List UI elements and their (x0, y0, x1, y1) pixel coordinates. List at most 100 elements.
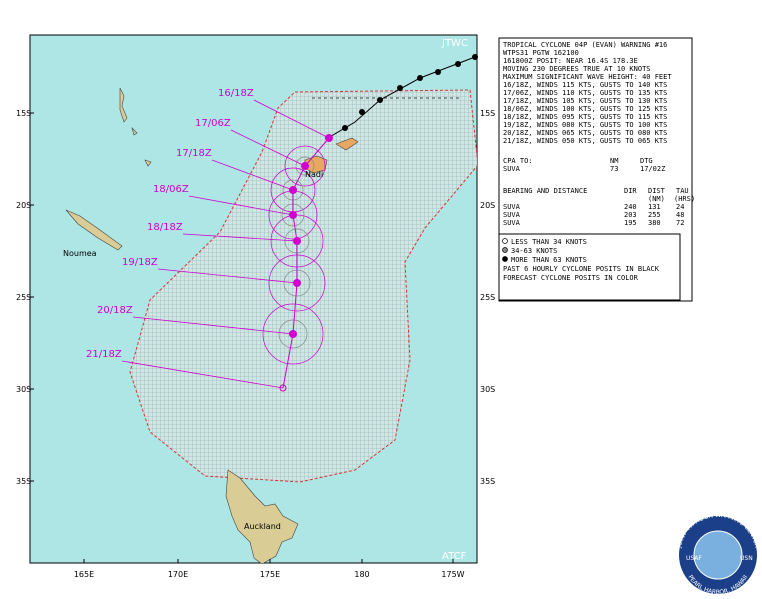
bearing-cell: 48 (676, 211, 684, 219)
bearing-cell: SUVA (503, 219, 521, 227)
bearing-cell: 255 (648, 211, 661, 219)
legend-symbol (502, 247, 508, 253)
bearing-subheader: (HRS) (674, 195, 695, 203)
danger-area (129, 89, 477, 483)
intensity-line: 17/18Z, WINDS 105 KTS, GUSTS TO 130 KTS (503, 97, 667, 105)
bearing-cell: 195 (624, 219, 637, 227)
latitude-label: 15S (480, 109, 495, 118)
latitude-label: 25S (480, 293, 495, 302)
past-posit (377, 97, 383, 103)
land (119, 87, 152, 167)
forecast-time-label: 20/18Z (97, 305, 133, 316)
forecast-time-label: 18/06Z (153, 184, 189, 195)
leader-line (132, 316, 294, 335)
bearing-cell: 240 (624, 203, 637, 211)
forecast-time-label: 17/06Z (195, 118, 231, 129)
wind-radius (284, 145, 326, 187)
legend-symbol (502, 256, 508, 262)
bearing-cell: 203 (624, 211, 637, 219)
cpa-cell: SUVA (503, 165, 521, 173)
cpa-cell: 73 (610, 165, 618, 173)
latitude-label: 30S (480, 385, 495, 394)
longitude-label: 175E (260, 570, 280, 579)
bearing-cell: 72 (676, 219, 684, 227)
forecast-time-label: 18/18Z (147, 222, 183, 233)
leader-line (182, 233, 298, 242)
cpa-header: CPA TO: (503, 157, 533, 165)
latitude-label: 20S (480, 201, 495, 210)
leader-line (157, 268, 298, 284)
place-label: Nadi (305, 170, 323, 179)
bearing-cell: SUVA (503, 203, 521, 211)
latitude-label: 35S (480, 477, 495, 486)
intensity-line: 19/18Z, WINDS 080 KTS, GUSTS TO 100 KTS (503, 121, 667, 129)
past-posit (342, 125, 348, 131)
place-label: Noumea (63, 249, 97, 258)
legend-note: PAST 6 HOURLY CYCLONE POSITS IN BLACK (503, 265, 660, 273)
warning-line: MAXIMUM SIGNIFICANT WAVE HEIGHT: 40 FEET (503, 73, 672, 81)
latitude-label: 35S (16, 477, 31, 486)
warning-line: MOVING 230 DEGREES TRUE AT 10 KNOTS (503, 65, 651, 73)
longitude-label: 165E (74, 570, 94, 579)
leader-line (121, 360, 284, 389)
legend-item: 34-63 KNOTS (511, 247, 557, 255)
cpa-header: NM (610, 157, 618, 165)
bearing-header: DIST (648, 187, 666, 195)
land (65, 209, 123, 251)
leader-line (211, 159, 294, 191)
bearing-cell: SUVA (503, 211, 521, 219)
place-label: Auckland (244, 522, 281, 531)
latitude-label: 20S (16, 201, 31, 210)
corner-label: JTWC (441, 38, 468, 49)
wind-radius (262, 303, 324, 365)
bearing-cell: 380 (648, 219, 661, 227)
corner-label: ATCF (442, 551, 467, 562)
leader-line (253, 99, 330, 139)
past-posit (397, 85, 403, 91)
past-posit (417, 75, 423, 81)
warning-line: TROPICAL CYCLONE 04P (EVAN) WARNING #16 (503, 41, 667, 49)
past-posit (472, 54, 478, 60)
forecast-posit (279, 384, 287, 392)
intensity-line: 16/18Z, WINDS 115 KTS, GUSTS TO 140 KTS (503, 81, 667, 89)
logo-text: USAF (686, 555, 702, 562)
leader-line (230, 129, 306, 167)
intensity-line: 17/06Z, WINDS 110 KTS, GUSTS TO 135 KTS (503, 89, 667, 97)
latitude-label: 30S (16, 385, 31, 394)
intensity-line: 20/18Z, WINDS 065 KTS, GUSTS TO 080 KTS (503, 129, 667, 137)
land (225, 469, 299, 563)
legend-box (498, 233, 681, 301)
forecast-time-label: 17/18Z (176, 148, 212, 159)
longitude-label: 180 (354, 570, 369, 579)
latitude-label: 25S (16, 293, 31, 302)
past-posit (359, 109, 365, 115)
warning-line: 161800Z POSIT: NEAR 16.4S 178.3E (503, 57, 638, 65)
bearing-cell: 24 (676, 203, 684, 211)
logo-text: USN (740, 555, 753, 562)
past-posit (455, 61, 461, 67)
forecast-track (282, 137, 330, 389)
legend-item: MORE THAN 63 KNOTS (511, 256, 587, 264)
latitude-label: 15S (16, 109, 31, 118)
leader-line (188, 195, 294, 216)
legend-item: LESS THAN 34 KNOTS (511, 238, 587, 246)
bearing-subheader: (NM) (648, 195, 665, 203)
wind-radius (295, 156, 315, 176)
bearing-header: TAU (676, 187, 689, 195)
intensity-line: 21/18Z, WINDS 050 KTS, GUSTS TO 065 KTS (503, 137, 667, 145)
forecast-time-label: 16/18Z (218, 88, 254, 99)
intensity-line: 18/06Z, WINDS 100 KTS, GUSTS TO 125 KTS (503, 105, 667, 113)
intensity-line: 18/18Z, WINDS 095 KTS, GUSTS TO 115 KTS (503, 113, 667, 121)
forecast-time-label: 19/18Z (122, 257, 158, 268)
bearing-header: BEARING AND DISTANCE (503, 187, 587, 195)
forecast-time-label: 21/18Z (86, 349, 122, 360)
past-posit (435, 69, 441, 75)
bearing-cell: 131 (648, 203, 661, 211)
legend-note: FORECAST CYCLONE POSITS IN COLOR (503, 274, 639, 282)
bearing-header: DIR (624, 187, 637, 195)
map-content (65, 56, 477, 563)
longitude-label: 170E (168, 570, 188, 579)
cpa-header: DTG (640, 157, 653, 165)
